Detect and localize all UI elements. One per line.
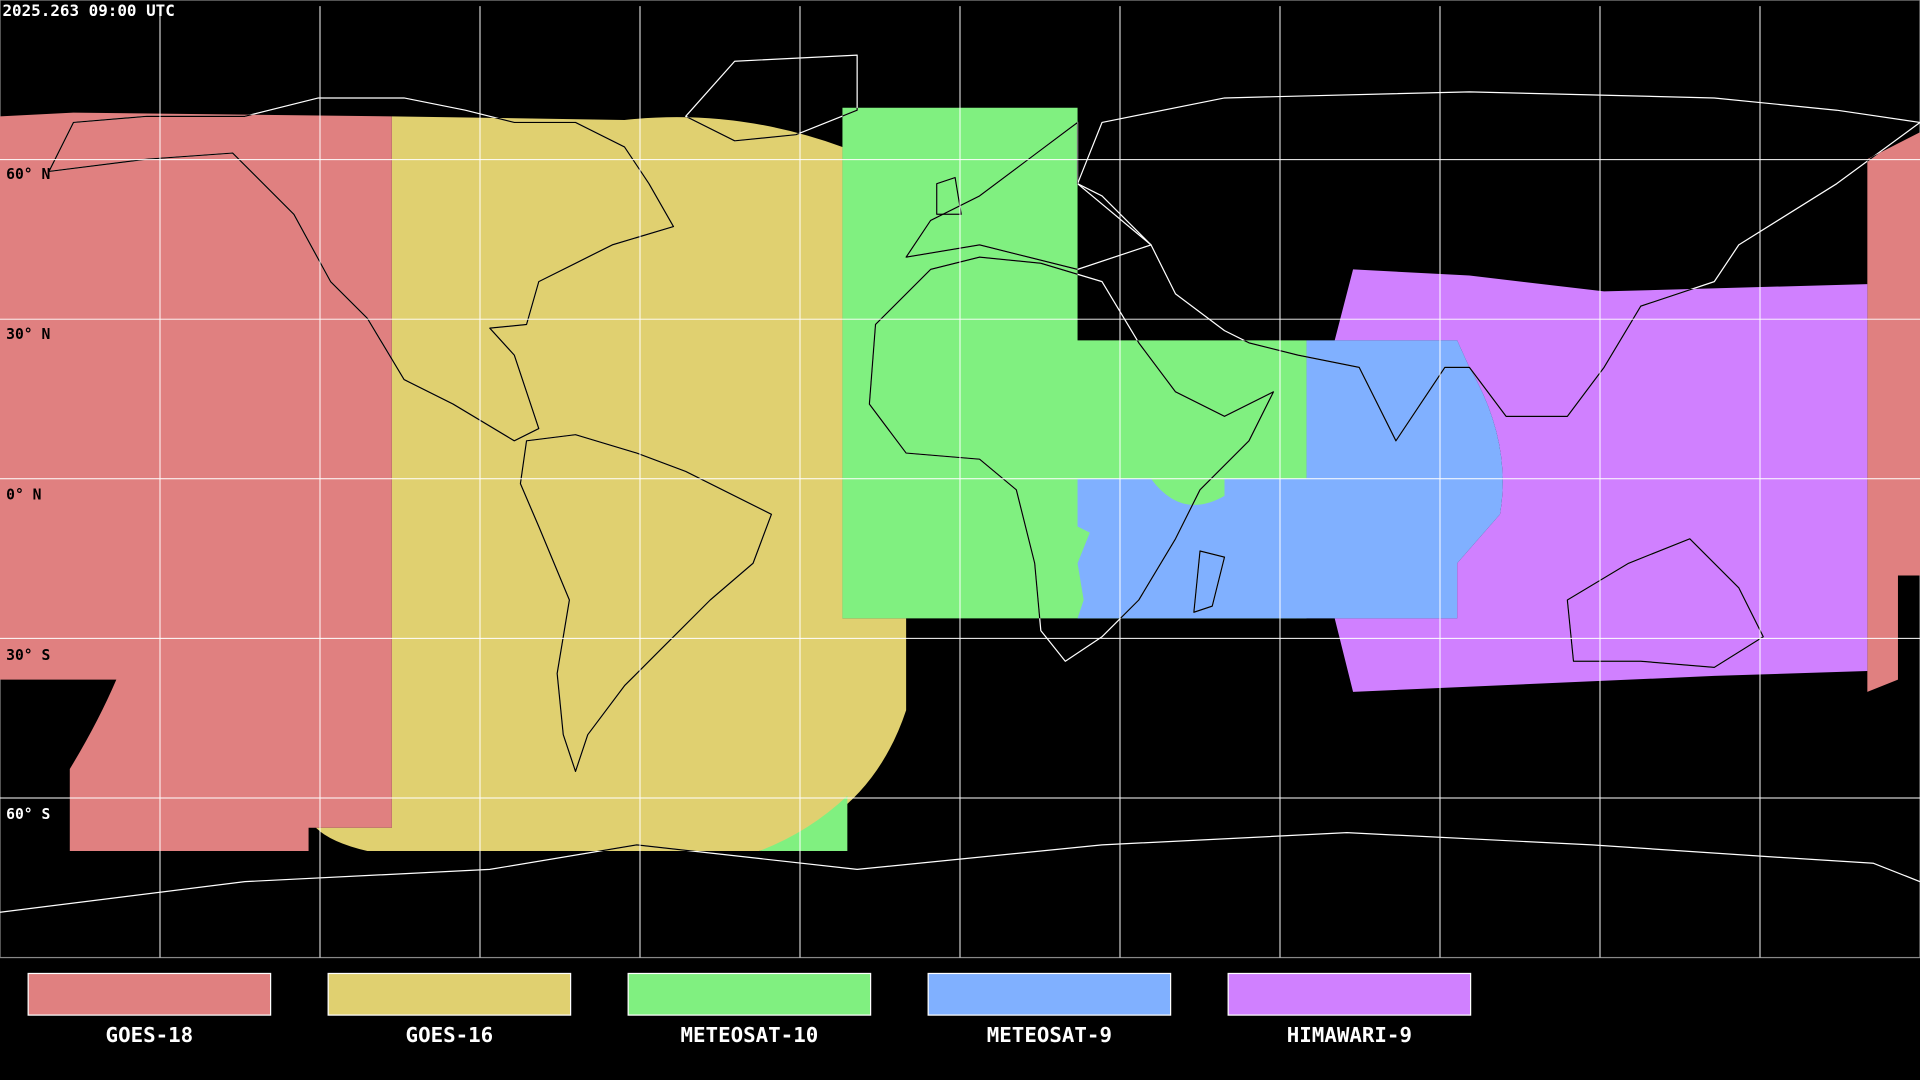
coverage-himawari-9 [1334,269,1868,692]
legend-label: HIMAWARI-9 [1287,1023,1412,1047]
legend: GOES-18 GOES-16 METEOSAT-10 METEOSAT-9 H… [27,972,1472,1047]
coverage-goes-18 [0,112,392,852]
legend-item-meteosat-10: METEOSAT-10 [627,972,872,1047]
coverage-goes-16 [315,116,907,852]
timestamp: 2025.263 09:00 UTC [2,1,174,20]
lat-label: 60° N [6,166,50,183]
legend-item-goes-18: GOES-18 [27,972,272,1047]
legend-swatch [627,972,872,1016]
legend-label: METEOSAT-9 [987,1023,1112,1047]
legend-item-himawari-9: HIMAWARI-9 [1227,972,1472,1047]
legend-swatch [327,972,572,1016]
coverage-layer [0,107,1920,852]
legend-swatch [27,972,272,1016]
legend-swatch [1227,972,1472,1016]
legend-label: GOES-18 [106,1023,194,1047]
coverage-meteosat-9 [1077,340,1503,619]
lat-label: 60° S [6,806,50,823]
lat-labels: 60° N 30° N 0° N 30° S 60° S [6,166,50,823]
legend-label: GOES-16 [406,1023,494,1047]
lat-label: 30° N [6,326,50,343]
lat-label: 30° S [6,647,50,664]
legend-swatch [927,972,1172,1016]
legend-item-goes-16: GOES-16 [327,972,572,1047]
graticule [0,6,1920,958]
coverage-meteosat-10 [759,107,1307,852]
coverage-meteosat-10-bulge [1151,478,1225,505]
lat-label: 0° N [6,487,41,504]
coverage-goes-18-east [1867,132,1920,692]
legend-item-meteosat-9: METEOSAT-9 [927,972,1172,1047]
legend-label: METEOSAT-10 [681,1023,819,1047]
